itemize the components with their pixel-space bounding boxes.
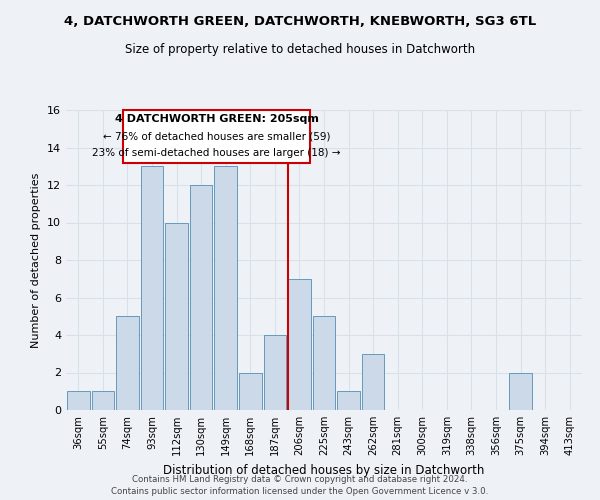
Text: Contains public sector information licensed under the Open Government Licence v : Contains public sector information licen…	[112, 487, 488, 496]
Text: 4, DATCHWORTH GREEN, DATCHWORTH, KNEBWORTH, SG3 6TL: 4, DATCHWORTH GREEN, DATCHWORTH, KNEBWOR…	[64, 15, 536, 28]
Bar	[362, 354, 385, 410]
Text: Contains HM Land Registry data © Crown copyright and database right 2024.: Contains HM Land Registry data © Crown c…	[132, 475, 468, 484]
Text: 4 DATCHWORTH GREEN: 205sqm: 4 DATCHWORTH GREEN: 205sqm	[115, 114, 319, 124]
Text: ← 76% of detached houses are smaller (59): ← 76% of detached houses are smaller (59…	[103, 131, 330, 141]
FancyBboxPatch shape	[122, 110, 310, 162]
Bar	[239, 372, 262, 410]
Bar	[313, 316, 335, 410]
Bar	[337, 391, 360, 410]
Bar	[92, 391, 114, 410]
Bar	[288, 279, 311, 410]
Bar	[165, 222, 188, 410]
Bar	[190, 185, 212, 410]
Text: 23% of semi-detached houses are larger (18) →: 23% of semi-detached houses are larger (…	[92, 148, 341, 158]
X-axis label: Distribution of detached houses by size in Datchworth: Distribution of detached houses by size …	[163, 464, 485, 476]
Bar	[67, 391, 89, 410]
Bar	[214, 166, 237, 410]
Bar	[509, 372, 532, 410]
Text: Size of property relative to detached houses in Datchworth: Size of property relative to detached ho…	[125, 42, 475, 56]
Bar	[263, 335, 286, 410]
Y-axis label: Number of detached properties: Number of detached properties	[31, 172, 41, 348]
Bar	[140, 166, 163, 410]
Bar	[116, 316, 139, 410]
